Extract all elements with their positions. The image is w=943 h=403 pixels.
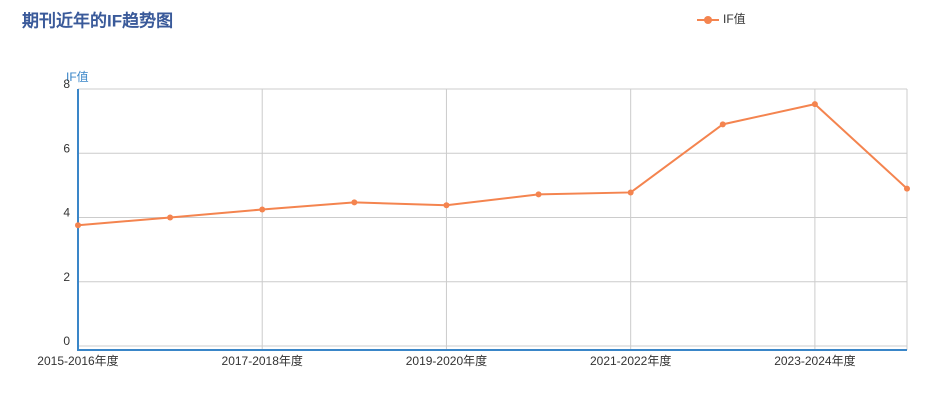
y-tick-label: 2 [63, 270, 70, 284]
data-point [719, 121, 726, 128]
data-point [75, 222, 81, 229]
data-point [259, 206, 266, 213]
data-point [443, 202, 450, 209]
x-tick-label: 2021-2022年度 [590, 353, 671, 368]
legend-marker [704, 16, 712, 24]
legend-label: IF值 [723, 11, 746, 26]
x-tick-label: 2023-2024年度 [774, 353, 855, 368]
y-tick-label: 0 [63, 334, 70, 348]
data-point [351, 199, 358, 206]
y-tick-label: 6 [63, 141, 70, 155]
y-tick-label: 8 [63, 77, 70, 91]
data-point [167, 214, 174, 221]
data-point [811, 101, 818, 108]
y-tick-label: 4 [63, 206, 70, 220]
chart-title: 期刊近年的IF趋势图 [22, 10, 173, 30]
x-tick-label: 2015-2016年度 [37, 353, 118, 368]
x-tick-label: 2019-2020年度 [406, 353, 487, 368]
y-axis-label: IF值 [66, 69, 89, 84]
series-line [77, 103, 908, 227]
data-point [904, 185, 910, 192]
x-tick-label: 2017-2018年度 [222, 353, 303, 368]
data-point [535, 191, 542, 198]
data-point [627, 189, 634, 196]
